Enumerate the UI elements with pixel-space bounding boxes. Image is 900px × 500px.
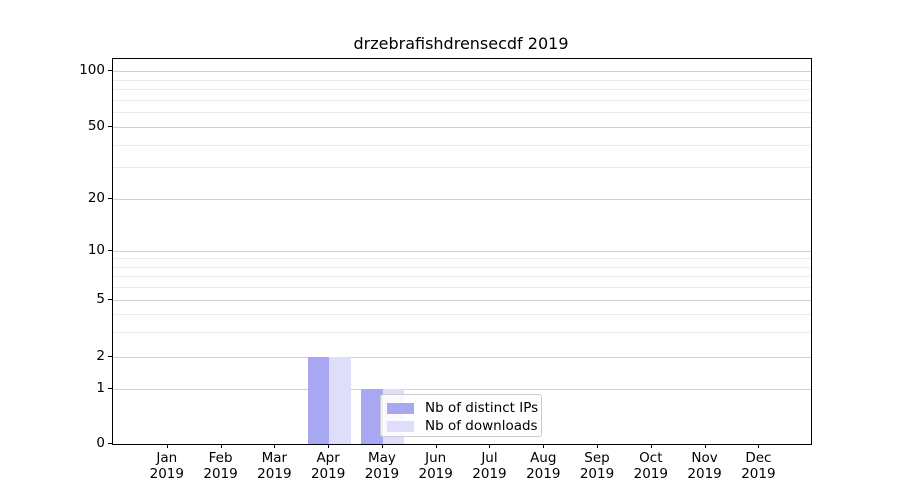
major-gridline bbox=[113, 389, 811, 390]
x-tick-label: Dec 2019 bbox=[741, 450, 776, 482]
bars bbox=[113, 59, 811, 444]
x-tick-label: Apr 2019 bbox=[310, 450, 346, 482]
minor-gridline bbox=[113, 89, 811, 91]
x-tick-label: May 2019 bbox=[364, 450, 400, 482]
gridlines bbox=[113, 59, 811, 444]
x-tick-label: Jan 2019 bbox=[149, 450, 184, 482]
minor-gridline bbox=[113, 276, 811, 278]
legend-label: Nb of distinct IPs bbox=[425, 400, 539, 416]
legend-item: Nb of downloads bbox=[387, 417, 538, 435]
x-tick-mark bbox=[274, 444, 276, 448]
legend-item: Nb of distinct IPs bbox=[387, 399, 538, 417]
bar-distinct-ips bbox=[361, 389, 383, 444]
x-tick-mark bbox=[435, 444, 437, 448]
x-tick-label: Jul 2019 bbox=[472, 450, 507, 482]
y-tick-label: 10 bbox=[87, 242, 105, 258]
x-tick-mark bbox=[597, 444, 599, 448]
x-tick-mark bbox=[543, 444, 545, 448]
minor-gridline bbox=[113, 287, 811, 289]
y-tick-label: 100 bbox=[79, 62, 105, 78]
x-tick-label: Nov 2019 bbox=[687, 450, 722, 482]
y-tick-mark bbox=[108, 356, 112, 357]
x-tick-label: Mar 2019 bbox=[257, 450, 292, 482]
y-tick-label: 0 bbox=[96, 435, 105, 451]
x-tick-label: Oct 2019 bbox=[633, 450, 668, 482]
y-tick-label: 20 bbox=[87, 190, 105, 206]
y-tick-mark bbox=[108, 388, 112, 389]
x-tick-mark bbox=[704, 444, 706, 448]
x-tick-label: Sep 2019 bbox=[579, 450, 615, 482]
legend-swatch-icon bbox=[387, 420, 414, 432]
minor-gridline bbox=[113, 266, 811, 268]
minor-gridline bbox=[113, 167, 811, 169]
minor-gridline bbox=[113, 258, 811, 260]
major-gridline bbox=[113, 71, 811, 72]
y-tick-mark bbox=[108, 443, 112, 444]
minor-gridline bbox=[113, 112, 811, 114]
x-tick-mark bbox=[489, 444, 491, 448]
bar-downloads bbox=[329, 357, 351, 444]
y-tick-label: 2 bbox=[96, 348, 105, 364]
y-tick-label: 50 bbox=[87, 118, 105, 134]
major-gridline bbox=[113, 300, 811, 301]
x-tick-label: Aug 2019 bbox=[526, 450, 561, 482]
major-gridline bbox=[113, 199, 811, 200]
x-tick-mark bbox=[166, 444, 168, 448]
minor-gridline bbox=[113, 144, 811, 146]
major-gridline bbox=[113, 251, 811, 252]
y-tick-label: 5 bbox=[96, 291, 105, 307]
y-tick-mark bbox=[108, 250, 112, 251]
x-tick-label: Jun 2019 bbox=[418, 450, 453, 482]
y-tick-mark bbox=[108, 299, 112, 300]
x-tick-mark bbox=[758, 444, 760, 448]
minor-gridline bbox=[113, 79, 811, 81]
y-tick-mark bbox=[108, 126, 112, 127]
minor-gridline bbox=[113, 99, 811, 101]
x-tick-mark bbox=[650, 444, 652, 448]
legend-swatch-icon bbox=[387, 402, 414, 414]
major-gridline bbox=[113, 127, 811, 128]
minor-gridline bbox=[113, 313, 811, 315]
x-tick-mark bbox=[381, 444, 383, 448]
y-tick-mark bbox=[108, 70, 112, 71]
x-tick-mark bbox=[220, 444, 222, 448]
y-tick-label: 1 bbox=[96, 380, 105, 396]
y-tick-mark bbox=[108, 198, 112, 199]
major-gridline bbox=[113, 357, 811, 358]
chart-title: drzebrafishdrensecdf 2019 bbox=[353, 34, 569, 53]
legend: Nb of distinct IPs Nb of downloads bbox=[380, 394, 542, 437]
bar-distinct-ips bbox=[307, 357, 330, 444]
plot-area: Nb of distinct IPs Nb of downloads bbox=[112, 58, 812, 445]
x-tick-mark bbox=[328, 444, 330, 448]
x-tick-label: Feb 2019 bbox=[203, 450, 238, 482]
legend-label: Nb of downloads bbox=[425, 418, 538, 434]
minor-gridline bbox=[113, 331, 811, 333]
